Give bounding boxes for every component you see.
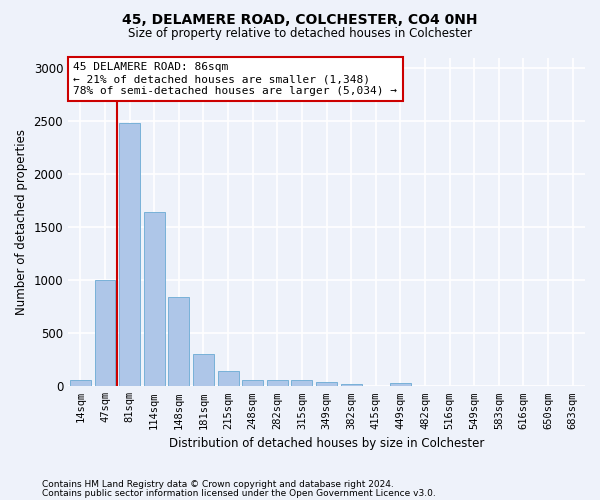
Bar <box>267 380 288 386</box>
X-axis label: Distribution of detached houses by size in Colchester: Distribution of detached houses by size … <box>169 437 484 450</box>
Text: Contains HM Land Registry data © Crown copyright and database right 2024.: Contains HM Land Registry data © Crown c… <box>42 480 394 489</box>
Bar <box>218 372 239 386</box>
Bar <box>292 380 313 386</box>
Bar <box>70 380 91 386</box>
Bar <box>193 354 214 386</box>
Bar <box>316 382 337 386</box>
Bar <box>341 384 362 386</box>
Text: 45, DELAMERE ROAD, COLCHESTER, CO4 0NH: 45, DELAMERE ROAD, COLCHESTER, CO4 0NH <box>122 12 478 26</box>
Bar <box>242 380 263 386</box>
Bar <box>95 280 115 386</box>
Bar <box>144 212 164 386</box>
Bar <box>169 297 189 386</box>
Bar <box>390 383 411 386</box>
Y-axis label: Number of detached properties: Number of detached properties <box>15 129 28 315</box>
Bar <box>119 124 140 386</box>
Text: Contains public sector information licensed under the Open Government Licence v3: Contains public sector information licen… <box>42 489 436 498</box>
Text: Size of property relative to detached houses in Colchester: Size of property relative to detached ho… <box>128 28 472 40</box>
Text: 45 DELAMERE ROAD: 86sqm
← 21% of detached houses are smaller (1,348)
78% of semi: 45 DELAMERE ROAD: 86sqm ← 21% of detache… <box>73 62 397 96</box>
